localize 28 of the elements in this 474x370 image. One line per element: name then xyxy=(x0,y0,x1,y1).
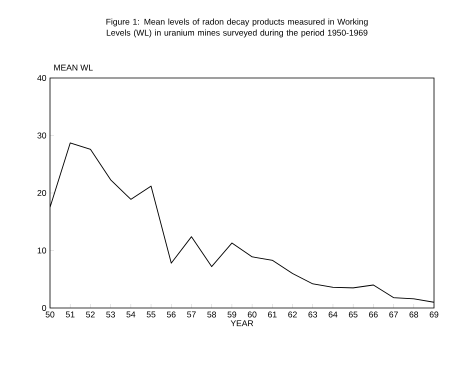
x-tick-label: 51 xyxy=(66,312,75,318)
y-tick-label: 20 xyxy=(37,190,46,196)
x-tick-label: 52 xyxy=(86,312,95,318)
y-tick-label: 0 xyxy=(42,305,46,311)
x-axis-title: YEAR xyxy=(230,320,254,326)
y-tick-label: 10 xyxy=(38,248,46,254)
x-tick-label: 54 xyxy=(126,312,136,318)
chart-title: Figure 1: Mean levels of radon decay products measured in Working Levels (WL) in uranium mines surveyed during the period 1950-1969 xyxy=(106,18,368,38)
x-tick-label: 57 xyxy=(187,312,196,318)
x-tick-label: 67 xyxy=(389,312,398,318)
y-axis-title: MEAN WL xyxy=(54,64,93,71)
y-tick-label: 30 xyxy=(37,132,46,138)
x-tick-label: 60 xyxy=(248,312,256,318)
x-tick-label: 53 xyxy=(106,312,115,318)
x-tick-label: 65 xyxy=(348,312,358,318)
x-tick-label: 50 xyxy=(46,312,54,318)
x-tick-label: 56 xyxy=(166,312,176,318)
x-tick-label: 68 xyxy=(410,312,418,318)
x-tick-label: 66 xyxy=(369,312,378,318)
x-tick-label: 69 xyxy=(430,312,438,318)
x-tick-label: 64 xyxy=(328,312,338,318)
x-tick-label: 59 xyxy=(228,312,236,318)
x-tick-label: 55 xyxy=(146,312,156,318)
x-tick-label: 63 xyxy=(308,312,318,318)
x-tick-label: 61 xyxy=(268,312,277,318)
x-tick-label: 62 xyxy=(288,312,297,318)
y-tick-label: 40 xyxy=(37,75,46,81)
x-tick-label: 58 xyxy=(207,312,216,318)
